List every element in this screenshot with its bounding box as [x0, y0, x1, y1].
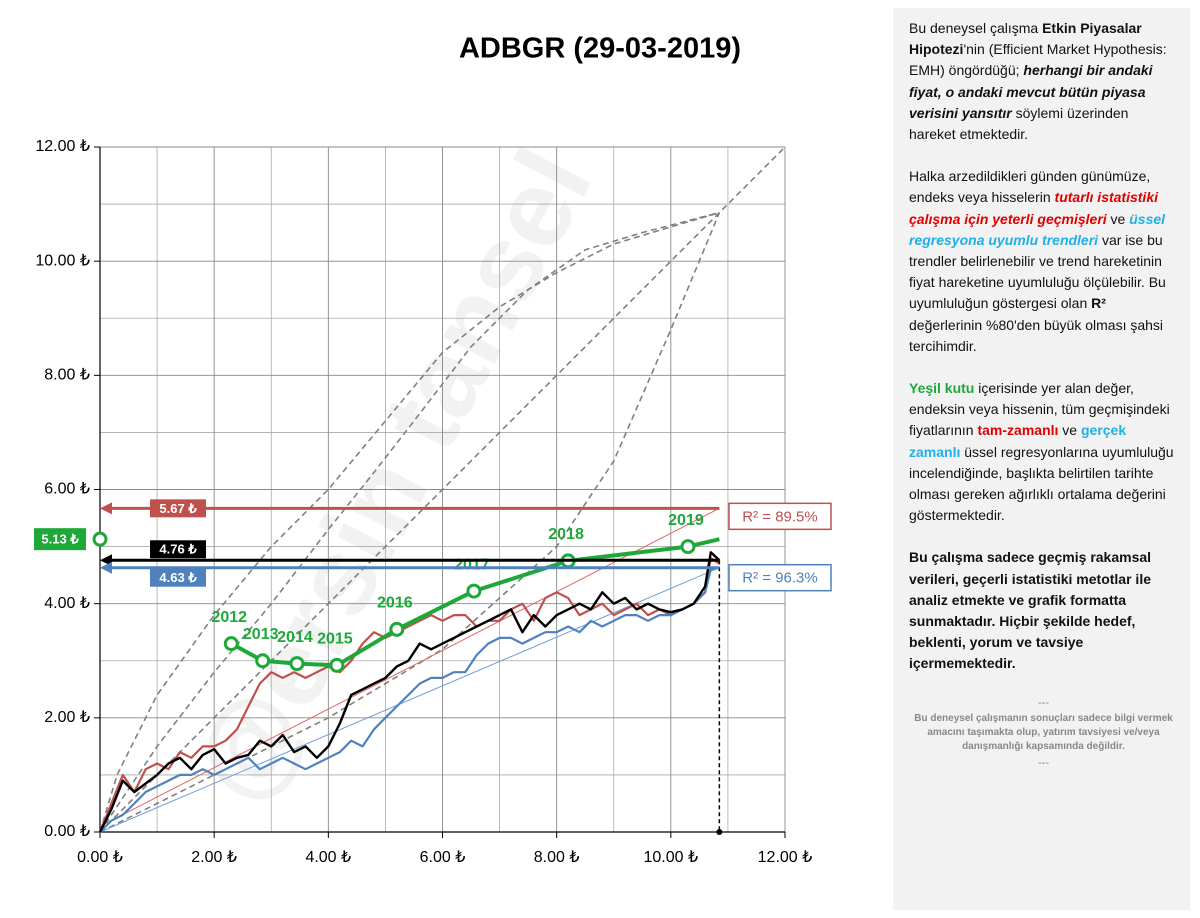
text-run: değerlerinin %80'den büyük olması şahsi …	[909, 316, 1164, 354]
text-run: gerçek zamanlı	[909, 422, 1127, 460]
text-run: içerisinde yer alan değer, endeksin veya…	[909, 380, 1170, 439]
level-marker	[92, 531, 108, 547]
level-label: 4.76 ₺	[159, 542, 197, 557]
r2-box	[728, 563, 832, 592]
current-dot	[716, 829, 723, 835]
paragraphs: Bu deneysel çalışma Etkin Piyasalar Hipo…	[909, 18, 1178, 675]
paragraph: Yeşil kutu içerisinde yer alan değer, en…	[909, 378, 1178, 526]
text-run: var ise bu trendler belirlenebilir ve tr…	[909, 231, 1166, 312]
chart-title: ADBGR (29-03-2019)	[459, 33, 741, 65]
text-run: Bu deneysel çalışma	[909, 20, 1043, 36]
point-marker	[223, 636, 239, 652]
text-run: söylemi üzerinden hareket etmektedir.	[909, 104, 1129, 143]
point-marker	[329, 657, 345, 673]
paragraph: Bu deneysel çalışma Etkin Piyasalar Hipo…	[909, 18, 1178, 145]
text-run: Etkin Piyasalar Hipotezi	[909, 20, 1142, 58]
y-tick-label: 10.00 ₺	[35, 252, 90, 269]
separator: ---	[1038, 756, 1049, 769]
series-line	[99, 566, 720, 833]
x-tick-label: 6.00 ₺	[420, 849, 466, 866]
level-arrow	[100, 502, 112, 515]
series-line	[99, 212, 721, 833]
paragraph: Halka arzedildikleri günden günümüze, en…	[909, 166, 1178, 357]
x-tick-label: 0.00 ₺	[77, 849, 123, 866]
text-run: Halka arzedildikleri günden günümüze, en…	[909, 168, 1151, 206]
r2-box	[728, 502, 832, 531]
text-run: tutarlı istatistiki çalışma için yeterli…	[909, 189, 1158, 227]
paragraph: Bu çalışma sadece geçmiş rakamsal verile…	[909, 547, 1178, 674]
watermark: @ersin tansel	[170, 130, 616, 822]
x-tick-label: 12.00 ₺	[758, 849, 813, 866]
text-run: Yeşil kutu	[909, 380, 975, 397]
point-label: 2015	[317, 631, 353, 648]
disclaimer: Bu deneysel çalışmanın sonuçları sadece …	[914, 712, 1173, 752]
series-line	[98, 551, 721, 833]
text-run: ve	[1106, 210, 1130, 227]
text-run: R²	[1091, 295, 1106, 312]
chart: ADBGR (29-03-2019) @ersin tansel 0.00 ₺ 2.…	[34, 33, 832, 866]
y-tick-label: 6.00 ₺	[44, 481, 90, 498]
point-marker	[389, 621, 405, 637]
x-tick-label: 4.00 ₺	[305, 849, 351, 866]
y-tick-label: 4.00 ₺	[44, 595, 90, 612]
series-line	[99, 567, 720, 833]
level-label: 5.67 ₺	[159, 501, 197, 516]
r2-label: R² = 89.5%	[742, 508, 817, 525]
series-line	[99, 211, 720, 833]
text-run: Bu çalışma sadece geçmiş rakamsal verile…	[909, 549, 1152, 672]
level-label-box	[34, 528, 86, 551]
level-label-box	[150, 540, 206, 559]
level-arrow	[100, 561, 112, 574]
text-run: ve	[1058, 422, 1081, 439]
series-line	[99, 146, 786, 833]
text-run: 'nin (Efficient Market Hypothesis: EMH) …	[909, 41, 1167, 79]
y-tick-label: 2.00 ₺	[44, 709, 90, 726]
text-run: üssel regresyona uyumlu trendleri	[909, 210, 1166, 248]
info-panel: Bu deneysel çalışma Etkin Piyasalar Hipo…	[893, 8, 1190, 910]
y-tick-label: 8.00 ₺	[44, 367, 90, 384]
point-label: 2018	[548, 526, 584, 543]
x-tick-label: 8.00 ₺	[534, 849, 580, 866]
text-run: üssel regresyonlarına uyumluluğu incelen…	[909, 443, 1174, 524]
separator: ---	[1038, 696, 1049, 709]
point-marker	[466, 583, 482, 599]
point-marker	[255, 653, 271, 669]
series-line	[98, 556, 721, 833]
x-tick-label: 2.00 ₺	[191, 849, 237, 866]
level-label: 5.13 ₺	[41, 532, 79, 547]
x-tick-label: 10.00 ₺	[643, 849, 698, 866]
point-label: 2012	[211, 609, 247, 626]
text-run: tam-zamanlı	[977, 422, 1059, 439]
point-marker	[289, 656, 305, 672]
level-label-box	[150, 568, 206, 587]
point-label: 2016	[377, 595, 413, 612]
point-label: 2019	[668, 512, 704, 529]
y-tick-label: 12.00 ₺	[35, 138, 90, 155]
level-label: 4.63 ₺	[159, 570, 197, 585]
point-label: 2014	[277, 629, 313, 646]
point-marker	[680, 539, 696, 555]
y-tick-label: 0.00 ₺	[44, 823, 90, 840]
r2-label: R² = 96.3%	[742, 570, 817, 587]
text-run: herhangi bir andaki fiyat, o andaki mevc…	[909, 62, 1153, 121]
point-label: 2013	[243, 626, 279, 643]
level-label-box	[150, 499, 206, 518]
